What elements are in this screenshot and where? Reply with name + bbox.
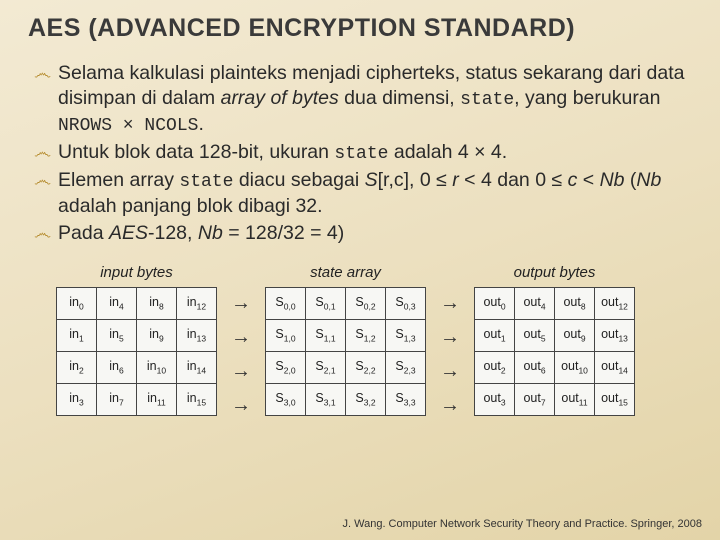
grid-cell: out0: [475, 287, 515, 319]
footer-citation: J. Wang. Computer Network Security Theor…: [343, 518, 703, 530]
grid-cell: in14: [177, 351, 217, 383]
state-array-grid: S0,0S0,1S0,2S0,3 S1,0S1,1S1,2S1,3 S2,0S2,1…: [265, 287, 426, 416]
output-bytes-grid: out0out4out8out12out1out5out9out13out2ou…: [474, 287, 635, 416]
grid-cell: in7: [97, 383, 137, 415]
bullet-text: Pada AES-128, Nb = 128/32 = 4): [58, 221, 344, 246]
bullet-3: ෴ Elemen array state diacu sebagai S[r,c…: [34, 168, 694, 219]
bullet-icon: ෴: [34, 168, 58, 192]
arrow-icon: →: [440, 293, 460, 313]
page-title: AES (ADVANCED ENCRYPTION STANDARD): [28, 14, 698, 43]
bullet-list: ෴ Selama kalkulasi plainteks menjadi cip…: [34, 61, 694, 246]
arrow-icon: →: [231, 293, 251, 313]
arrow-icon: →: [231, 395, 251, 415]
grid-cell: out3: [475, 383, 515, 415]
grid-cell: in12: [177, 287, 217, 319]
arrow-col-2: → → → →: [440, 265, 460, 415]
grid-cell: in0: [57, 287, 97, 319]
grid-cell: S1,3: [386, 319, 426, 351]
bullet-4: ෴ Pada AES-128, Nb = 128/32 = 4): [34, 221, 694, 246]
state-array-block: state array S0,0S0,1S0,2S0,3 S1,0S1,1S1,2…: [265, 264, 426, 416]
bullet-icon: ෴: [34, 61, 58, 85]
bullet-2: ෴ Untuk blok data 128-bit, ukuran state …: [34, 140, 694, 166]
grid-cell: S2,1: [306, 351, 346, 383]
grid-cell: out7: [515, 383, 555, 415]
bullet-icon: ෴: [34, 140, 58, 164]
grid-cell: in3: [57, 383, 97, 415]
arrow-icon: →: [440, 327, 460, 347]
arrow-icon: →: [231, 361, 251, 381]
grid-cell: S3,1: [306, 383, 346, 415]
grid-cell: out6: [515, 351, 555, 383]
grid-cell: out4: [515, 287, 555, 319]
state-array-header: state array: [310, 264, 381, 281]
output-bytes-block: output bytes out0out4out8out12out1out5ou…: [474, 264, 635, 416]
grid-cell: S2,2: [346, 351, 386, 383]
grid-cell: in5: [97, 319, 137, 351]
arrow-icon: →: [440, 395, 460, 415]
grid-cell: S0,0: [266, 287, 306, 319]
state-diagram: input bytes in0in4in8in12in1in5in9in13in…: [56, 264, 698, 416]
grid-cell: in13: [177, 319, 217, 351]
grid-cell: out2: [475, 351, 515, 383]
grid-cell: in15: [177, 383, 217, 415]
grid-cell: in10: [137, 351, 177, 383]
grid-cell: in8: [137, 287, 177, 319]
grid-cell: S3,2: [346, 383, 386, 415]
arrow-col-1: → → → →: [231, 265, 251, 415]
bullet-icon: ෴: [34, 221, 58, 245]
grid-cell: S2,3: [386, 351, 426, 383]
grid-cell: S3,3: [386, 383, 426, 415]
grid-cell: out8: [555, 287, 595, 319]
grid-cell: in6: [97, 351, 137, 383]
arrow-icon: →: [440, 361, 460, 381]
grid-cell: in11: [137, 383, 177, 415]
bullet-text: Untuk blok data 128-bit, ukuran state ad…: [58, 140, 507, 166]
input-bytes-header: input bytes: [100, 264, 173, 281]
grid-cell: in4: [97, 287, 137, 319]
grid-cell: out10: [555, 351, 595, 383]
grid-cell: out5: [515, 319, 555, 351]
grid-cell: S1,1: [306, 319, 346, 351]
grid-cell: S0,1: [306, 287, 346, 319]
grid-cell: S1,2: [346, 319, 386, 351]
grid-cell: out12: [595, 287, 635, 319]
grid-cell: S1,0: [266, 319, 306, 351]
grid-cell: in9: [137, 319, 177, 351]
grid-cell: out14: [595, 351, 635, 383]
grid-cell: S3,0: [266, 383, 306, 415]
grid-cell: in1: [57, 319, 97, 351]
grid-cell: out9: [555, 319, 595, 351]
output-bytes-header: output bytes: [514, 264, 596, 281]
arrow-icon: →: [231, 327, 251, 347]
bullet-text: Elemen array state diacu sebagai S[r,c],…: [58, 168, 694, 219]
slide: AES (ADVANCED ENCRYPTION STANDARD) ෴ Sel…: [0, 0, 720, 540]
grid-cell: out1: [475, 319, 515, 351]
grid-cell: S0,3: [386, 287, 426, 319]
grid-cell: out15: [595, 383, 635, 415]
bullet-1: ෴ Selama kalkulasi plainteks menjadi cip…: [34, 61, 694, 138]
bullet-text: Selama kalkulasi plainteks menjadi ciphe…: [58, 61, 694, 138]
grid-cell: out13: [595, 319, 635, 351]
grid-cell: out11: [555, 383, 595, 415]
grid-cell: S0,2: [346, 287, 386, 319]
input-bytes-grid: in0in4in8in12 in1in5in9in13 in2in6in10in14…: [56, 287, 217, 416]
grid-cell: S2,0: [266, 351, 306, 383]
grid-cell: in2: [57, 351, 97, 383]
input-bytes-block: input bytes in0in4in8in12in1in5in9in13in…: [56, 264, 217, 416]
